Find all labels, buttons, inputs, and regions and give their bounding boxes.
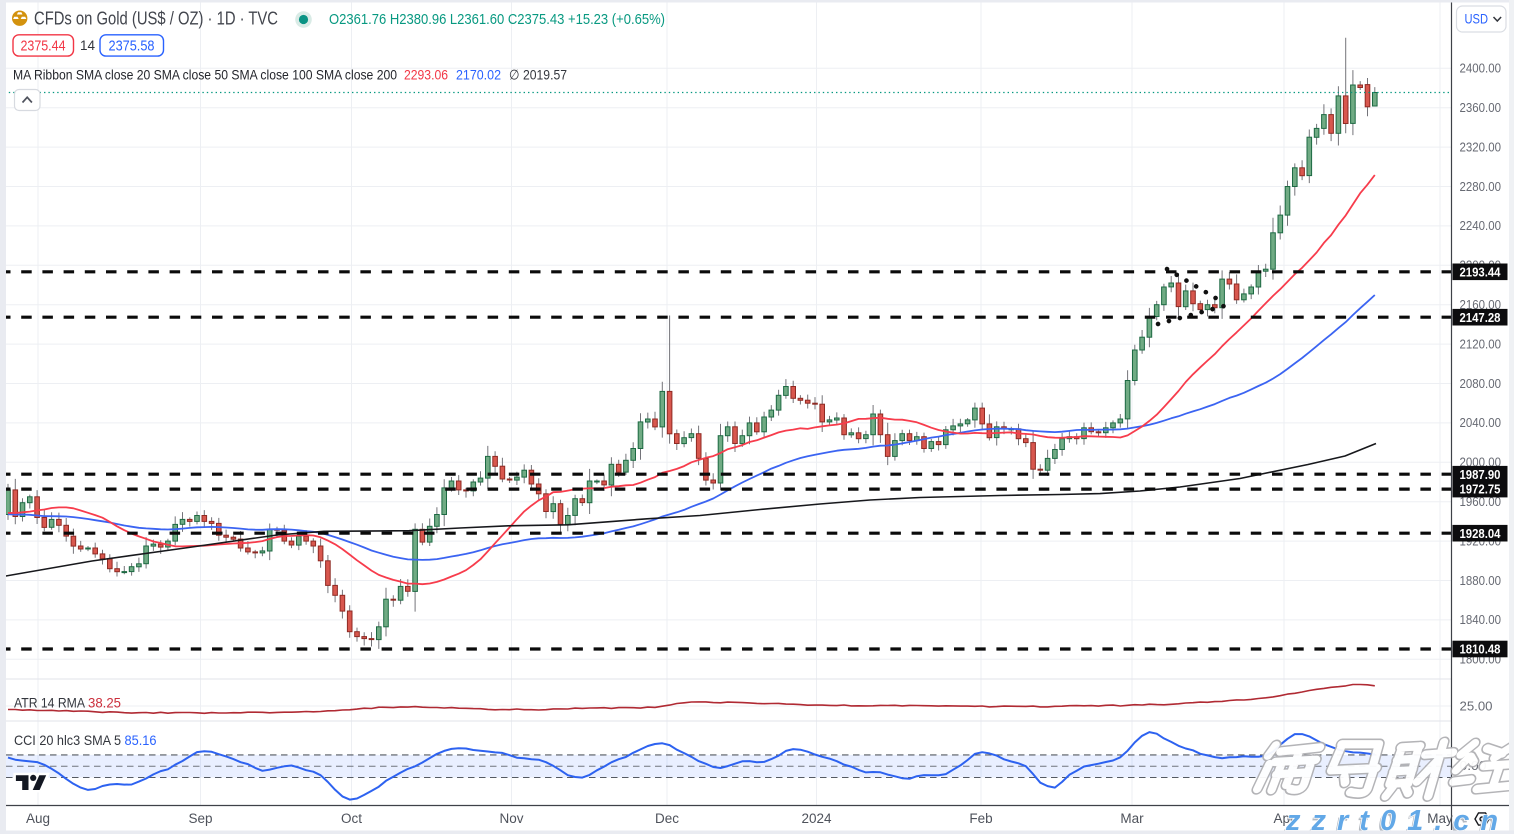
- svg-text:2040.00: 2040.00: [1460, 416, 1502, 430]
- svg-text:85.16: 85.16: [125, 733, 157, 748]
- svg-text:1987.90: 1987.90: [1460, 467, 1501, 482]
- svg-text:2375.58: 2375.58: [109, 38, 155, 55]
- svg-text:2375.44: 2375.44: [21, 38, 66, 55]
- svg-text:Nov: Nov: [499, 811, 523, 826]
- svg-text:Sep: Sep: [188, 811, 212, 826]
- svg-text:2400.00: 2400.00: [1460, 62, 1502, 76]
- svg-text:Apr: Apr: [1273, 811, 1295, 826]
- svg-text:CCI 20 hlc3 SMA 5: CCI 20 hlc3 SMA 5: [14, 733, 121, 748]
- svg-text:1960.00: 1960.00: [1460, 495, 1502, 509]
- svg-text:38.25: 38.25: [88, 696, 121, 711]
- svg-text:2170.02: 2170.02: [456, 68, 501, 84]
- svg-text:1928.04: 1928.04: [1460, 526, 1502, 541]
- svg-text:Oct: Oct: [341, 811, 362, 826]
- svg-text:2193.44: 2193.44: [1460, 264, 1502, 279]
- svg-text:1880.00: 1880.00: [1460, 574, 1502, 588]
- svg-text:O2361.76 H2380.96 L2361.60 C23: O2361.76 H2380.96 L2361.60 C2375.43 +15.…: [329, 12, 665, 28]
- svg-text:Mar: Mar: [1120, 811, 1144, 826]
- svg-text:2320.00: 2320.00: [1460, 140, 1502, 154]
- svg-text:2120.00: 2120.00: [1460, 337, 1502, 351]
- svg-text:2360.00: 2360.00: [1460, 101, 1502, 115]
- svg-text:14: 14: [80, 38, 96, 53]
- svg-text:MA Ribbon SMA close 20 SMA clo: MA Ribbon SMA close 20 SMA close 50 SMA …: [13, 68, 397, 84]
- svg-text:2160.00: 2160.00: [1460, 298, 1502, 312]
- svg-text:Feb: Feb: [969, 811, 992, 826]
- svg-text:Aug: Aug: [26, 811, 50, 826]
- svg-text:CFDs on Gold (US$ / OZ) · 1D ·: CFDs on Gold (US$ / OZ) · 1D · TVC: [34, 8, 278, 29]
- svg-text:25.00: 25.00: [1460, 699, 1493, 713]
- svg-text:2147.28: 2147.28: [1460, 310, 1501, 325]
- svg-text:∅ 2019.57: ∅ 2019.57: [509, 68, 567, 84]
- svg-text:Dec: Dec: [655, 811, 679, 826]
- svg-text:2293.06: 2293.06: [404, 68, 448, 84]
- svg-text:2024: 2024: [801, 811, 832, 826]
- svg-text:2080.00: 2080.00: [1460, 377, 1502, 391]
- svg-text:1972.75: 1972.75: [1460, 482, 1501, 497]
- svg-text:2280.00: 2280.00: [1460, 180, 1502, 194]
- svg-text:2240.00: 2240.00: [1460, 219, 1502, 233]
- svg-text:1840.00: 1840.00: [1460, 613, 1502, 627]
- svg-text:USD: USD: [1465, 12, 1489, 27]
- svg-text:ATR 14 RMA: ATR 14 RMA: [14, 696, 86, 711]
- svg-text:zzrt01.cn: zzrt01.cn: [1283, 808, 1507, 834]
- svg-text:zzrt01.cn: zzrt01.cn: [1285, 805, 1509, 834]
- svg-text:May: May: [1427, 811, 1453, 826]
- svg-text:1810.48: 1810.48: [1460, 642, 1501, 657]
